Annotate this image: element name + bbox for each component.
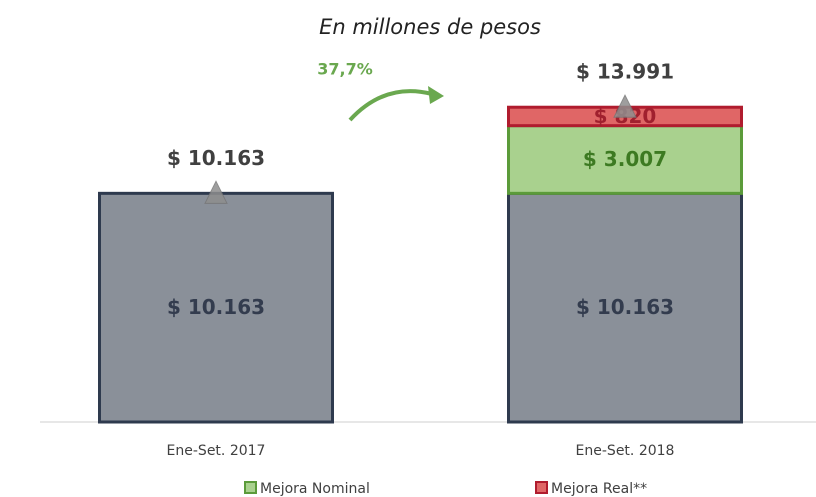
- legend-swatch: [244, 481, 257, 494]
- legend-label: Mejora Nominal: [260, 481, 370, 497]
- growth-annotation: 37,7%: [317, 60, 373, 79]
- total-label: $ 10.163: [167, 146, 265, 170]
- legend-label: Mejora Real**: [551, 481, 647, 497]
- bar-segment: [507, 124, 743, 195]
- growth-arrow-head: [428, 86, 444, 104]
- total-marker: [613, 94, 637, 118]
- bar-segment: [98, 191, 334, 424]
- total-label: $ 13.991: [576, 60, 674, 84]
- legend-swatch: [535, 481, 548, 494]
- value-label: $ 10.163: [167, 295, 265, 319]
- x-tick-label: Ene-Set. 2017: [167, 443, 266, 459]
- total-marker: [204, 180, 228, 204]
- value-label: $ 3.007: [583, 147, 667, 171]
- x-tick-label: Ene-Set. 2018: [576, 443, 675, 459]
- growth-arrow: [348, 89, 433, 122]
- chart-title: En millones de pesos: [319, 15, 541, 39]
- value-label: $ 10.163: [576, 295, 674, 319]
